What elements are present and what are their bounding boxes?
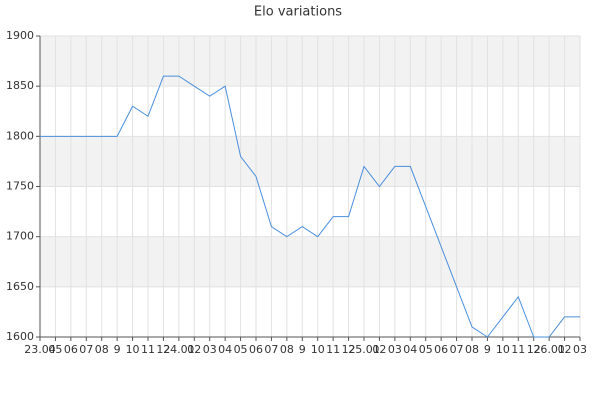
- x-tick-label: 02: [372, 343, 386, 356]
- data-line: [40, 75, 580, 338]
- x-tick-label: 04: [403, 343, 417, 356]
- grid-band: [40, 236, 580, 287]
- y-tick-label: 1850: [6, 79, 34, 92]
- y-tick-label: 1750: [6, 180, 34, 193]
- y-tick-label: 1800: [6, 129, 34, 142]
- x-tick-label: 07: [79, 343, 93, 356]
- grid-band: [40, 36, 580, 87]
- x-tick-label: 06: [249, 343, 263, 356]
- x-tick-label: 12: [342, 343, 356, 356]
- x-tick-label: 24.01: [163, 343, 195, 356]
- x-tick-label: 06: [64, 343, 78, 356]
- x-tick-label: 9: [299, 343, 306, 356]
- x-tick-label: 11: [511, 343, 525, 356]
- x-tick-label: 05: [48, 343, 62, 356]
- x-tick-label: 06: [434, 343, 448, 356]
- x-tick-label: 10: [126, 343, 140, 356]
- x-tick-label: 08: [280, 343, 294, 356]
- x-tick-label: 08: [95, 343, 109, 356]
- y-tick-label: 1600: [6, 330, 34, 343]
- x-tick-label: 9: [484, 343, 491, 356]
- x-tick-label: 10: [496, 343, 510, 356]
- x-tick-label: 25.01: [348, 343, 380, 356]
- x-tick-label: 10: [311, 343, 325, 356]
- x-tick-label: 26.01: [533, 343, 565, 356]
- x-tick-label: 03: [573, 343, 587, 356]
- x-tick-label: 23.04: [24, 343, 56, 356]
- x-tick-label: 07: [264, 343, 278, 356]
- x-tick-label: 02: [558, 343, 572, 356]
- y-tick-label: 1650: [6, 280, 34, 293]
- x-tick-label: 11: [141, 343, 155, 356]
- x-tick-label: 12: [527, 343, 541, 356]
- y-tick-label: 1700: [6, 230, 34, 243]
- x-tick-label: 9: [114, 343, 121, 356]
- x-tick-label: 03: [203, 343, 217, 356]
- x-tick-label: 07: [450, 343, 464, 356]
- grid-band: [40, 136, 580, 187]
- x-tick-label: 11: [326, 343, 340, 356]
- y-tick-label: 1900: [6, 29, 34, 42]
- x-tick-label: 03: [388, 343, 402, 356]
- x-tick-label: 04: [218, 343, 232, 356]
- x-tick-label: 05: [419, 343, 433, 356]
- x-tick-label: 12: [156, 343, 170, 356]
- chart-title: Elo variations: [254, 5, 342, 20]
- x-tick-label: 05: [234, 343, 248, 356]
- x-tick-label: 08: [465, 343, 479, 356]
- x-tick-label: 02: [187, 343, 201, 356]
